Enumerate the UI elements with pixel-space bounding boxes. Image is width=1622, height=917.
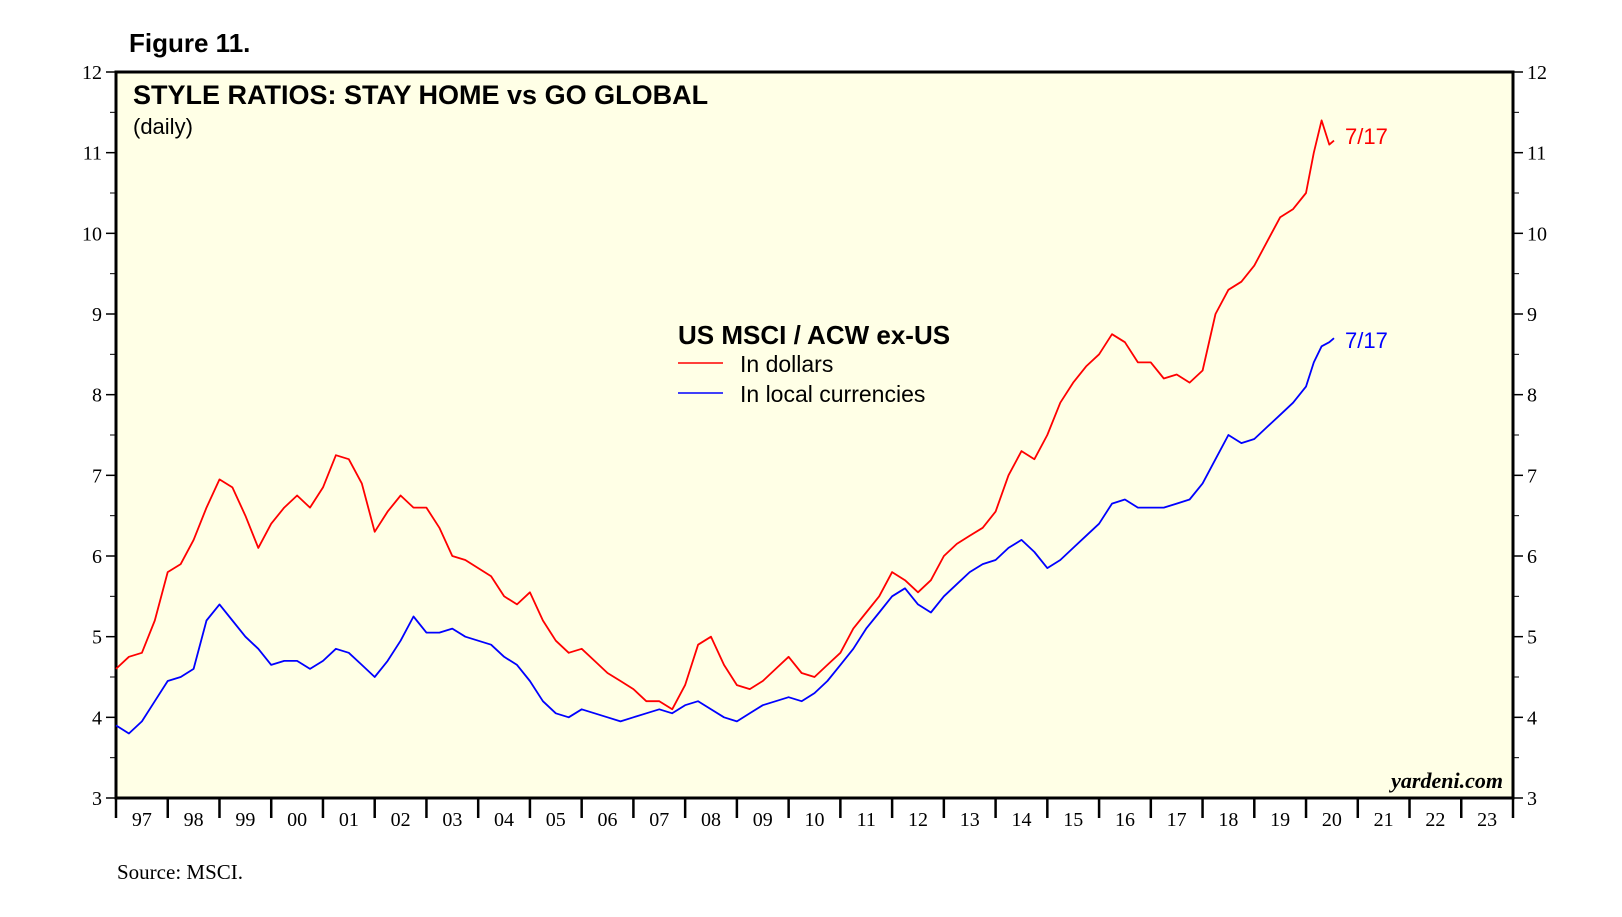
x-tick-label: 11 <box>857 809 876 831</box>
y-tick-label-right: 4 <box>1527 707 1537 729</box>
x-tick-label: 97 <box>132 809 152 831</box>
y-tick-label-left: 12 <box>82 62 102 84</box>
x-tick-label: 15 <box>1063 809 1083 831</box>
x-tick-label: 13 <box>960 809 980 831</box>
y-tick-label-left: 6 <box>92 546 102 568</box>
y-tick-label-right: 12 <box>1527 62 1547 84</box>
y-tick-label-right: 5 <box>1527 627 1537 649</box>
y-tick-label-right: 10 <box>1527 223 1547 245</box>
x-tick-label: 98 <box>184 809 204 831</box>
series-layer <box>115 119 1335 735</box>
x-tick-label: 05 <box>546 809 566 831</box>
y-tick-label-left: 7 <box>92 465 102 487</box>
end-label-dollars: 7/17 <box>1345 124 1388 149</box>
x-tick-label: 12 <box>908 809 928 831</box>
x-tick-label: 02 <box>391 809 411 831</box>
watermark: yardeni.com <box>1388 768 1503 793</box>
chart-subtitle: (daily) <box>133 114 193 139</box>
legend-title: US MSCI / ACW ex-US <box>678 320 950 350</box>
y-tick-label-right: 11 <box>1527 143 1546 165</box>
x-tick-label: 18 <box>1218 809 1238 831</box>
y-tick-label-left: 3 <box>92 788 102 810</box>
x-tick-label: 16 <box>1115 809 1135 831</box>
y-tick-label-left: 10 <box>82 223 102 245</box>
x-tick-label: 22 <box>1425 809 1445 831</box>
y-tick-label-right: 9 <box>1527 304 1537 326</box>
x-tick-label: 00 <box>287 809 307 831</box>
x-tick-label: 20 <box>1322 809 1342 831</box>
plot-panel <box>114 70 1515 800</box>
x-tick-label: 14 <box>1011 809 1031 831</box>
y-tick-label-right: 6 <box>1527 546 1537 568</box>
x-tick-label: 06 <box>598 809 618 831</box>
x-tick-label: 03 <box>442 809 462 831</box>
series-line-local <box>115 337 1335 735</box>
series-line-dollars <box>115 119 1335 711</box>
y-tick-label-right: 8 <box>1527 385 1537 407</box>
x-tick-label: 07 <box>649 809 669 831</box>
y-tick-label-left: 9 <box>92 304 102 326</box>
x-tick-label: 10 <box>805 809 825 831</box>
x-tick-label: 04 <box>494 809 514 831</box>
figure-label: Figure 11. <box>129 28 251 58</box>
x-tick-label: 23 <box>1477 809 1497 831</box>
x-tick-label: 19 <box>1270 809 1290 831</box>
x-tick-label: 99 <box>235 809 255 831</box>
x-tick-label: 08 <box>701 809 721 831</box>
y-tick-label-left: 8 <box>92 385 102 407</box>
legend-label-local: In local currencies <box>740 381 925 407</box>
y-tick-label-left: 4 <box>92 707 102 729</box>
y-tick-label-right: 3 <box>1527 788 1537 810</box>
y-tick-label-right: 7 <box>1527 465 1537 487</box>
x-tick-label: 01 <box>339 809 359 831</box>
legend-label-dollars: In dollars <box>740 351 833 377</box>
y-tick-label-left: 11 <box>83 143 102 165</box>
x-tick-label: 09 <box>753 809 773 831</box>
x-tick-label: 21 <box>1374 809 1394 831</box>
end-label-local: 7/17 <box>1345 328 1388 353</box>
x-tick-label: 17 <box>1167 809 1187 831</box>
y-tick-label-left: 5 <box>92 627 102 649</box>
chart-title: STYLE RATIOS: STAY HOME vs GO GLOBAL <box>133 80 708 110</box>
source-note: Source: MSCI. <box>117 860 243 884</box>
